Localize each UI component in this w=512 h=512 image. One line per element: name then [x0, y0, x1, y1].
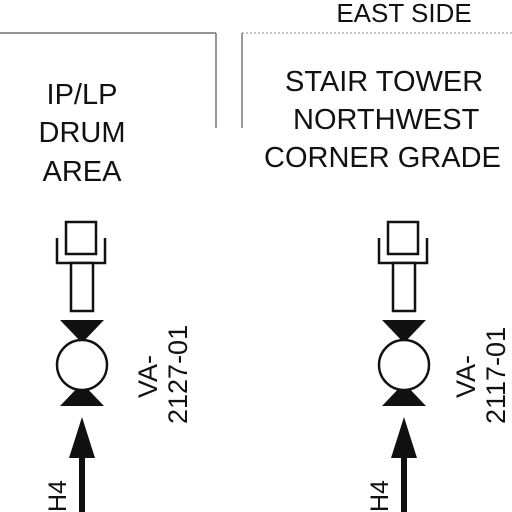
right-valve-tag-number: 2117-01: [481, 327, 511, 424]
left-actuator-icon: [55, 220, 107, 313]
right-actuator-icon: [377, 220, 429, 313]
east-side-label: EAST SIDE: [336, 0, 471, 28]
right-line-tag: H4: [366, 480, 394, 512]
left-valve-tag-number: 2127-01: [163, 325, 193, 424]
left-valve-body-icon: [55, 338, 109, 392]
left-flow-arrow-icon: [69, 417, 95, 458]
left-area-line-1: IP/LP: [47, 79, 118, 111]
right-flow-arrow-icon: [391, 417, 417, 458]
left-valve-tag-prefix: VA-: [133, 355, 163, 398]
right-area-line-1: STAIR TOWER: [285, 66, 483, 98]
right-valve-assembly: [377, 220, 431, 512]
left-area-line-3: AREA: [43, 156, 123, 188]
right-valve-tag-prefix: VA-: [451, 355, 481, 398]
right-valve-body-icon: [377, 338, 431, 392]
right-area-line-3: CORNER GRADE: [264, 142, 501, 174]
left-line-tag: H4: [44, 480, 72, 512]
left-valve-bottom-triangle-icon: [60, 383, 104, 406]
left-valve-top-triangle-icon: [60, 320, 104, 343]
right-valve-bottom-triangle-icon: [382, 383, 426, 406]
right-area-line-2: NORTHWEST: [293, 104, 480, 136]
left-area-line-2: DRUM: [39, 117, 126, 149]
right-valve-top-triangle-icon: [382, 320, 426, 343]
left-valve-assembly: [55, 220, 109, 512]
